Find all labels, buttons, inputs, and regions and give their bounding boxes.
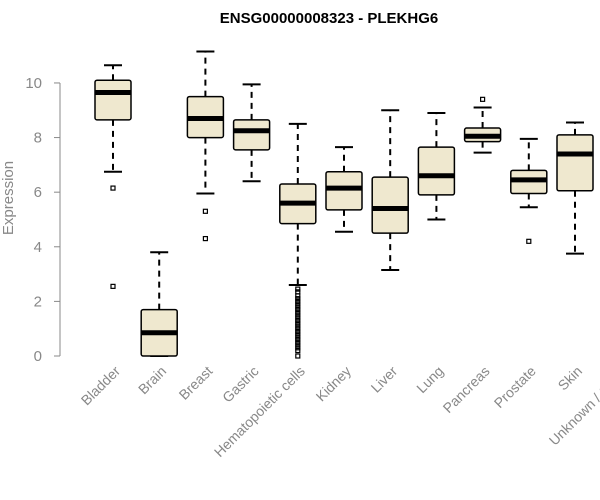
outlier-point [295,331,301,337]
outlier-point [295,309,301,315]
outlier-point [295,320,301,326]
outlier-point [295,334,301,340]
outlier-point [295,339,301,345]
y-axis-label: Expression [0,161,17,235]
iqr-box [325,170,363,211]
y-tick-label: 10 [25,75,42,92]
x-tick-label: Gastric [219,363,262,406]
outlier-point [295,345,301,351]
box-group-skin [556,121,594,255]
outlier-point [295,323,301,329]
box-group-brain [140,251,178,357]
outlier-point [295,304,301,310]
x-tick-label: Hematopoietic cells [211,363,308,460]
outlier-point [295,306,301,313]
box-group-bladder [94,64,132,289]
x-tick-label: Skin [555,363,586,394]
outlier-point [295,328,301,335]
box-group-breast [186,50,225,242]
y-tick-label: 2 [34,293,42,310]
box-group-liver [371,109,409,271]
outlier-point [295,326,301,332]
outlier-point [202,208,208,214]
outlier-point [202,235,208,242]
y-tick-label: 8 [34,130,42,147]
x-tick-label: Lung [413,363,446,396]
outlier-point [295,289,301,295]
x-tick-label: Bladder [78,363,124,409]
outlier-point [295,315,301,321]
box-group-lung [417,111,456,221]
iqr-box [556,134,594,192]
outlier-point [295,286,301,292]
x-tick-label: Kidney [313,363,355,405]
outlier-point [295,353,301,359]
outlier-point [480,96,486,102]
outlier-point [110,185,116,191]
outlier-point [110,283,116,289]
outlier-point [526,238,532,244]
x-tick-label: Liver [368,363,401,396]
outlier-point [295,296,301,302]
y-axis: 0 2 4 6 8 10 [25,75,61,365]
chart-title: ENSG00000008323 - PLEKHG6 [220,10,438,27]
iqr-box [232,119,271,151]
outlier-point [295,312,301,318]
outlier-point [295,317,301,324]
outlier-point [295,298,301,304]
box-group-gastric [232,83,271,183]
x-tick-label: Prostate [491,363,539,411]
outlier-point [295,347,301,354]
outlier-point [295,293,301,299]
iqr-box [94,79,132,121]
outlier-point [295,301,301,307]
box-group-hematopoietic-cells [279,122,317,359]
outlier-point [295,337,301,343]
box-group-kidney [325,146,363,233]
y-tick-label: 0 [34,348,42,365]
box-group-pancreas [463,96,502,154]
boxes-group [94,50,594,359]
x-tick-label: Pancreas [440,363,493,416]
iqr-box [371,176,409,234]
x-tick-label: Breast [176,363,216,403]
box-group-prostate [510,137,548,244]
y-tick-label: 4 [34,239,42,256]
outlier-point [295,342,301,348]
y-tick-label: 6 [34,184,42,201]
iqr-box [417,146,456,196]
x-tick-label: Brain [135,363,169,397]
